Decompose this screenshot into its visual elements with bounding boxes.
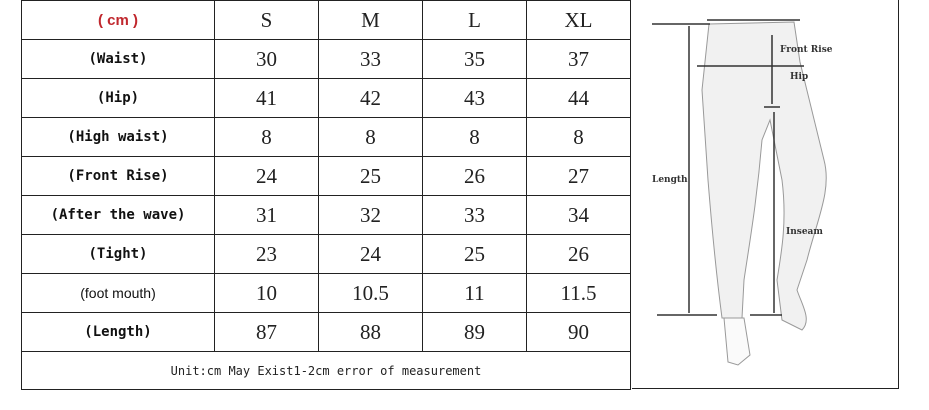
measurement-value: 25	[422, 234, 527, 274]
header-row: ( cm ) S M L XL	[21, 0, 631, 40]
size-header: M	[318, 0, 423, 40]
measurement-lines	[652, 19, 804, 316]
measurement-value: 89	[422, 312, 527, 352]
measurement-value: 11.5	[526, 273, 631, 313]
measurement-value: 44	[526, 78, 631, 118]
measurement-label: (Front Rise)	[21, 156, 215, 196]
table-row: (Waist) 30 33 35 37	[21, 39, 631, 79]
measurement-value: 90	[526, 312, 631, 352]
hip-label: Hip	[790, 72, 808, 82]
table-row: (Tight) 23 24 25 26	[21, 234, 631, 274]
footer-row: Unit:cm May Exist1-2cm error of measurem…	[21, 351, 631, 390]
leggings-illustration	[701, 21, 827, 331]
table-row: (After the wave) 31 32 33 34	[21, 195, 631, 235]
measurement-value: 43	[422, 78, 527, 118]
measurement-value: 37	[526, 39, 631, 79]
measurement-value: 41	[214, 78, 319, 118]
measurement-value: 8	[526, 117, 631, 157]
size-header: XL	[526, 0, 631, 40]
measurement-label: (Waist)	[21, 39, 215, 79]
size-chart-table: ( cm ) S M L XL (Waist) 30 33 35 37 (Hip) 41 42…	[21, 0, 631, 390]
measurement-value: 8	[318, 117, 423, 157]
size-header: S	[214, 0, 319, 40]
measurement-note: Unit:cm May Exist1-2cm error of measurem…	[21, 351, 631, 390]
inseam-label: Inseam	[786, 227, 823, 237]
measurement-label: (After the wave)	[21, 195, 215, 235]
measurement-value: 88	[318, 312, 423, 352]
leggings-measurement-diagram: Front Rise Hip Length Inseam	[632, 0, 899, 389]
size-header: L	[422, 0, 527, 40]
table-row: (High waist) 8 8 8 8	[21, 117, 631, 157]
table-row: (Length) 87 88 89 90	[21, 312, 631, 352]
measurement-label: (Length)	[21, 312, 215, 352]
foot-illustration	[723, 317, 751, 366]
measurement-label: (foot mouth)	[21, 273, 215, 313]
measurement-value: 11	[422, 273, 527, 313]
measurement-value: 42	[318, 78, 423, 118]
measurement-value: 33	[422, 195, 527, 235]
length-label: Length	[652, 175, 688, 185]
measurement-value: 32	[318, 195, 423, 235]
table-row: (foot mouth) 10 10.5 11 11.5	[21, 273, 631, 313]
measurement-value: 87	[214, 312, 319, 352]
measurement-value: 30	[214, 39, 319, 79]
measurement-value: 8	[422, 117, 527, 157]
measurement-value: 10	[214, 273, 319, 313]
measurement-value: 35	[422, 39, 527, 79]
measurement-value: 23	[214, 234, 319, 274]
measurement-value: 34	[526, 195, 631, 235]
table-row: (Front Rise) 24 25 26 27	[21, 156, 631, 196]
measurement-label: (High waist)	[21, 117, 215, 157]
measurement-value: 24	[318, 234, 423, 274]
measurement-value: 33	[318, 39, 423, 79]
measurement-label: (Tight)	[21, 234, 215, 274]
measurement-value: 26	[422, 156, 527, 196]
front-rise-label: Front Rise	[780, 45, 833, 55]
unit-header: ( cm )	[21, 0, 215, 40]
measurement-value: 26	[526, 234, 631, 274]
measurement-label: (Hip)	[21, 78, 215, 118]
measurement-value: 25	[318, 156, 423, 196]
measurement-value: 10.5	[318, 273, 423, 313]
table-row: (Hip) 41 42 43 44	[21, 78, 631, 118]
measurement-value: 24	[214, 156, 319, 196]
measurement-value: 27	[526, 156, 631, 196]
measurement-value: 8	[214, 117, 319, 157]
measurement-value: 31	[214, 195, 319, 235]
